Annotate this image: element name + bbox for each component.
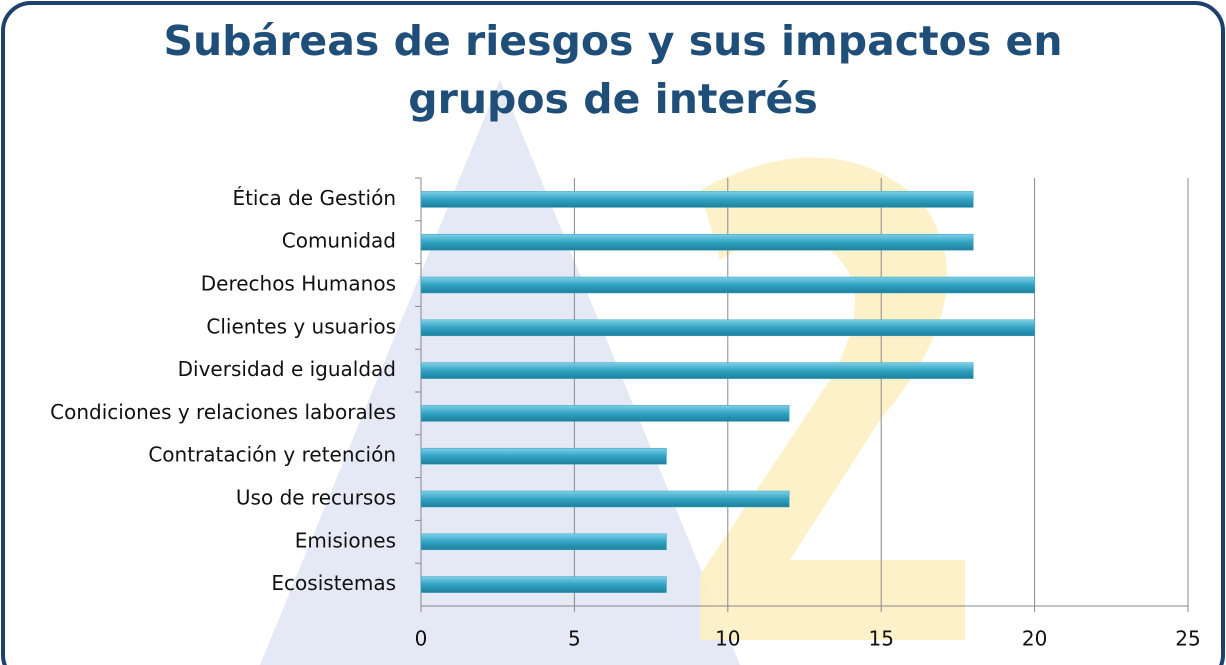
y-tick-label: Diversidad e igualdad <box>178 357 396 381</box>
y-tick-label: Derechos Humanos <box>201 272 396 296</box>
y-tick-label: Condiciones y relaciones laborales <box>50 400 396 424</box>
y-tick-label: Contratación y retención <box>148 443 396 467</box>
y-tick-label: Uso de recursos <box>236 486 396 510</box>
y-tick-label: Ecosistemas <box>271 571 396 595</box>
bar <box>420 319 1035 337</box>
x-tick-label: 20 <box>1022 627 1047 651</box>
x-tick-label: 10 <box>715 627 740 651</box>
x-tick-label: 15 <box>868 627 893 651</box>
chart-title: Subáreas de riesgos y sus impactos en gr… <box>163 17 1063 123</box>
x-tick-label: 5 <box>568 627 581 651</box>
bar <box>420 191 974 208</box>
y-tick-label: Comunidad <box>282 229 396 253</box>
bar <box>420 533 667 551</box>
x-tick-label: 0 <box>415 627 428 651</box>
bar <box>420 576 667 593</box>
bar <box>420 447 667 465</box>
bar <box>420 362 974 379</box>
y-tick-label: Ética de Gestión <box>232 186 396 210</box>
bar <box>420 490 790 508</box>
bar <box>420 405 790 422</box>
bar <box>420 276 1035 294</box>
x-tick-label: 25 <box>1175 627 1200 651</box>
y-tick-label: Clientes y usuarios <box>206 314 396 338</box>
bar <box>420 233 974 251</box>
y-tick-label: Emisiones <box>295 528 396 552</box>
